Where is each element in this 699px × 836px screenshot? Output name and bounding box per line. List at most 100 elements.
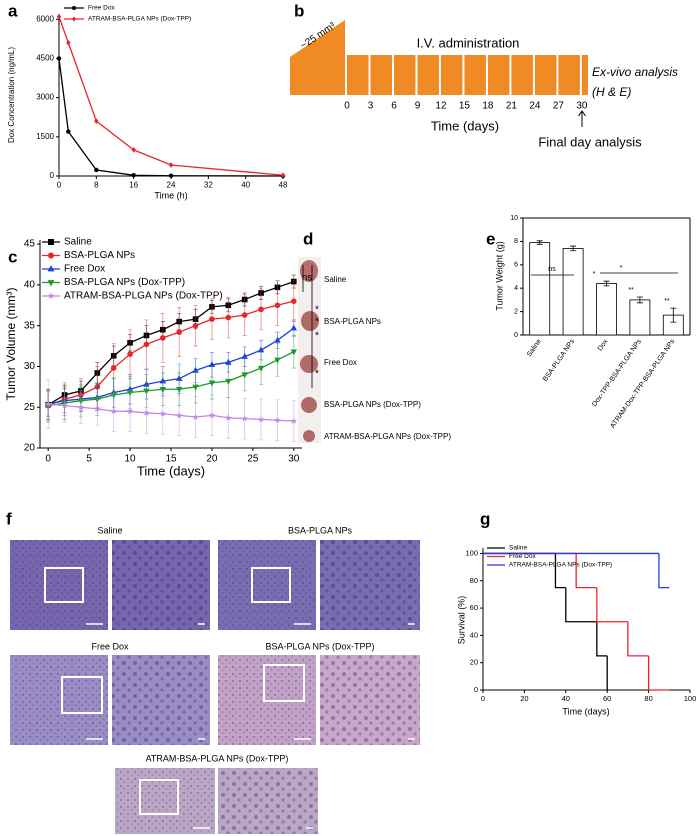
endpoint-detail: (H & E): [592, 85, 631, 99]
photo-strip: [298, 257, 321, 443]
micrograph-texture: [10, 540, 108, 630]
data-point: [225, 314, 232, 321]
y-tick-label: 6: [514, 262, 518, 269]
y-tick-label: 100: [465, 548, 478, 557]
x-tick-label: 32: [204, 181, 213, 190]
data-point: [192, 413, 200, 420]
tumor: [300, 355, 318, 373]
annotation: *: [315, 305, 319, 316]
y-tick-label: 40: [24, 280, 36, 291]
x-tick-label: 20: [206, 454, 218, 465]
data-point: [291, 298, 297, 304]
x-axis-label: Time (h): [154, 190, 187, 200]
data-point: [280, 172, 286, 179]
x-tick-label: 80: [644, 694, 652, 703]
micrograph-texture: [115, 768, 215, 834]
y-tick-label: 10: [510, 215, 518, 222]
legend-label: Saline: [509, 545, 527, 552]
data-point: [273, 416, 281, 424]
data-point: [241, 415, 249, 422]
y-tick-label: 20: [24, 443, 36, 454]
step-segment: [596, 621, 608, 657]
y-axis-label: Tumor Volume (mm³): [4, 288, 18, 401]
legend-label: Saline: [64, 237, 92, 248]
data-point: [94, 167, 99, 173]
data-point: [208, 411, 216, 419]
day-axis: 0 3 6 9 12 15 18 21 24 27 30: [344, 55, 588, 112]
legend-marker: [72, 6, 76, 10]
bar: [529, 242, 551, 336]
legend-label: ATRAM-BSA-PLGA NPs (Dox-TPP): [88, 16, 191, 23]
data-point: [143, 341, 150, 348]
data-point: [224, 414, 232, 421]
data-point: [131, 147, 136, 153]
legend-label: Free Dox: [509, 553, 536, 560]
y-tick-label: 8: [514, 238, 518, 245]
data-point: [77, 403, 85, 411]
micrograph-texture: [218, 540, 316, 630]
histology-label: BSA-PLGA NPs (Dox-TPP): [265, 641, 374, 651]
x-axis-label: Time (days): [137, 463, 205, 478]
annotation: *: [315, 317, 319, 328]
data-point: [142, 409, 150, 416]
histology-label: Saline: [97, 525, 122, 535]
y-tick-label: 80: [470, 576, 478, 585]
day-label: 24: [529, 101, 541, 112]
tumor-label: ATRAM-BSA-PLGA NPs (Dox-TPP): [324, 432, 451, 441]
y-axis-label: Dox Concentration (ng/mL): [7, 47, 16, 143]
tumor-label: BSA-PLGA NPs: [324, 317, 381, 326]
y-tick-label: 45: [24, 239, 36, 250]
micrograph-texture: [10, 655, 108, 745]
treatment-label: I.V. administration: [417, 35, 520, 50]
data-point: [61, 401, 69, 409]
data-point: [241, 353, 248, 359]
panel-letter: c: [8, 247, 17, 266]
y-axis-label: Survival (%): [456, 596, 466, 645]
tumor-label: BSA-PLGA NPs (Dox-TPP): [324, 400, 421, 409]
x-axis-label: Time (days): [562, 706, 609, 716]
y-tick-label: 2: [514, 308, 518, 315]
error-bar: [603, 280, 610, 287]
x-tick-label: 16: [129, 181, 138, 190]
y-tick-label: 60: [470, 603, 478, 612]
legend-label: ATRAM-BSA-PLGA NPs (Dox-TPP): [64, 291, 223, 302]
y-tick-label: 4500: [36, 54, 54, 63]
timeline-panel: b 0 3 6 9 12 15 18 21 24 27 30 ~25 mm³ I.V. admini…: [290, 1, 678, 149]
tumor-photo-panel: d Saline BSA-PLGA NPs Free Dox BSA-PLGA …: [298, 229, 451, 443]
data-point: [168, 173, 174, 178]
y-tick-label: 40: [470, 630, 478, 639]
micrograph-texture: [112, 655, 210, 745]
panel-letter: a: [8, 1, 18, 20]
histology-label: Free Dox: [91, 641, 129, 651]
x-tick-label: 24: [167, 181, 176, 190]
data-point: [241, 312, 248, 318]
annotation: **: [664, 298, 670, 305]
x-tick-label: 0: [45, 454, 51, 465]
tumor-label: Saline: [324, 275, 347, 284]
zoom-box: [139, 779, 179, 815]
x-tick-label: ATRAM-Dox-TPP-BSA-PLGA NPs: [609, 338, 676, 430]
data-point: [159, 387, 167, 393]
x-tick-label: 5: [86, 454, 92, 465]
legend-marker: [72, 16, 76, 22]
data-point: [241, 372, 248, 379]
series-line: [48, 327, 295, 405]
data-point: [131, 173, 136, 178]
data-point: [208, 361, 216, 368]
legend-marker: [47, 292, 55, 300]
data-point: [274, 336, 281, 343]
bar: [629, 299, 651, 336]
tumor: [301, 397, 317, 413]
day-label: 0: [344, 101, 350, 112]
day-label: 18: [482, 101, 494, 112]
data-point: [257, 365, 265, 372]
data-point: [66, 129, 71, 134]
histology-label: ATRAM-BSA-PLGA NPs (Dox-TPP): [146, 753, 289, 763]
x-tick-label: 15: [165, 454, 177, 465]
x-tick-label: 25: [247, 454, 259, 465]
step-segment: [658, 553, 670, 589]
y-tick-label: 30: [24, 361, 36, 372]
step-segment: [596, 587, 628, 623]
bar: [596, 283, 617, 336]
